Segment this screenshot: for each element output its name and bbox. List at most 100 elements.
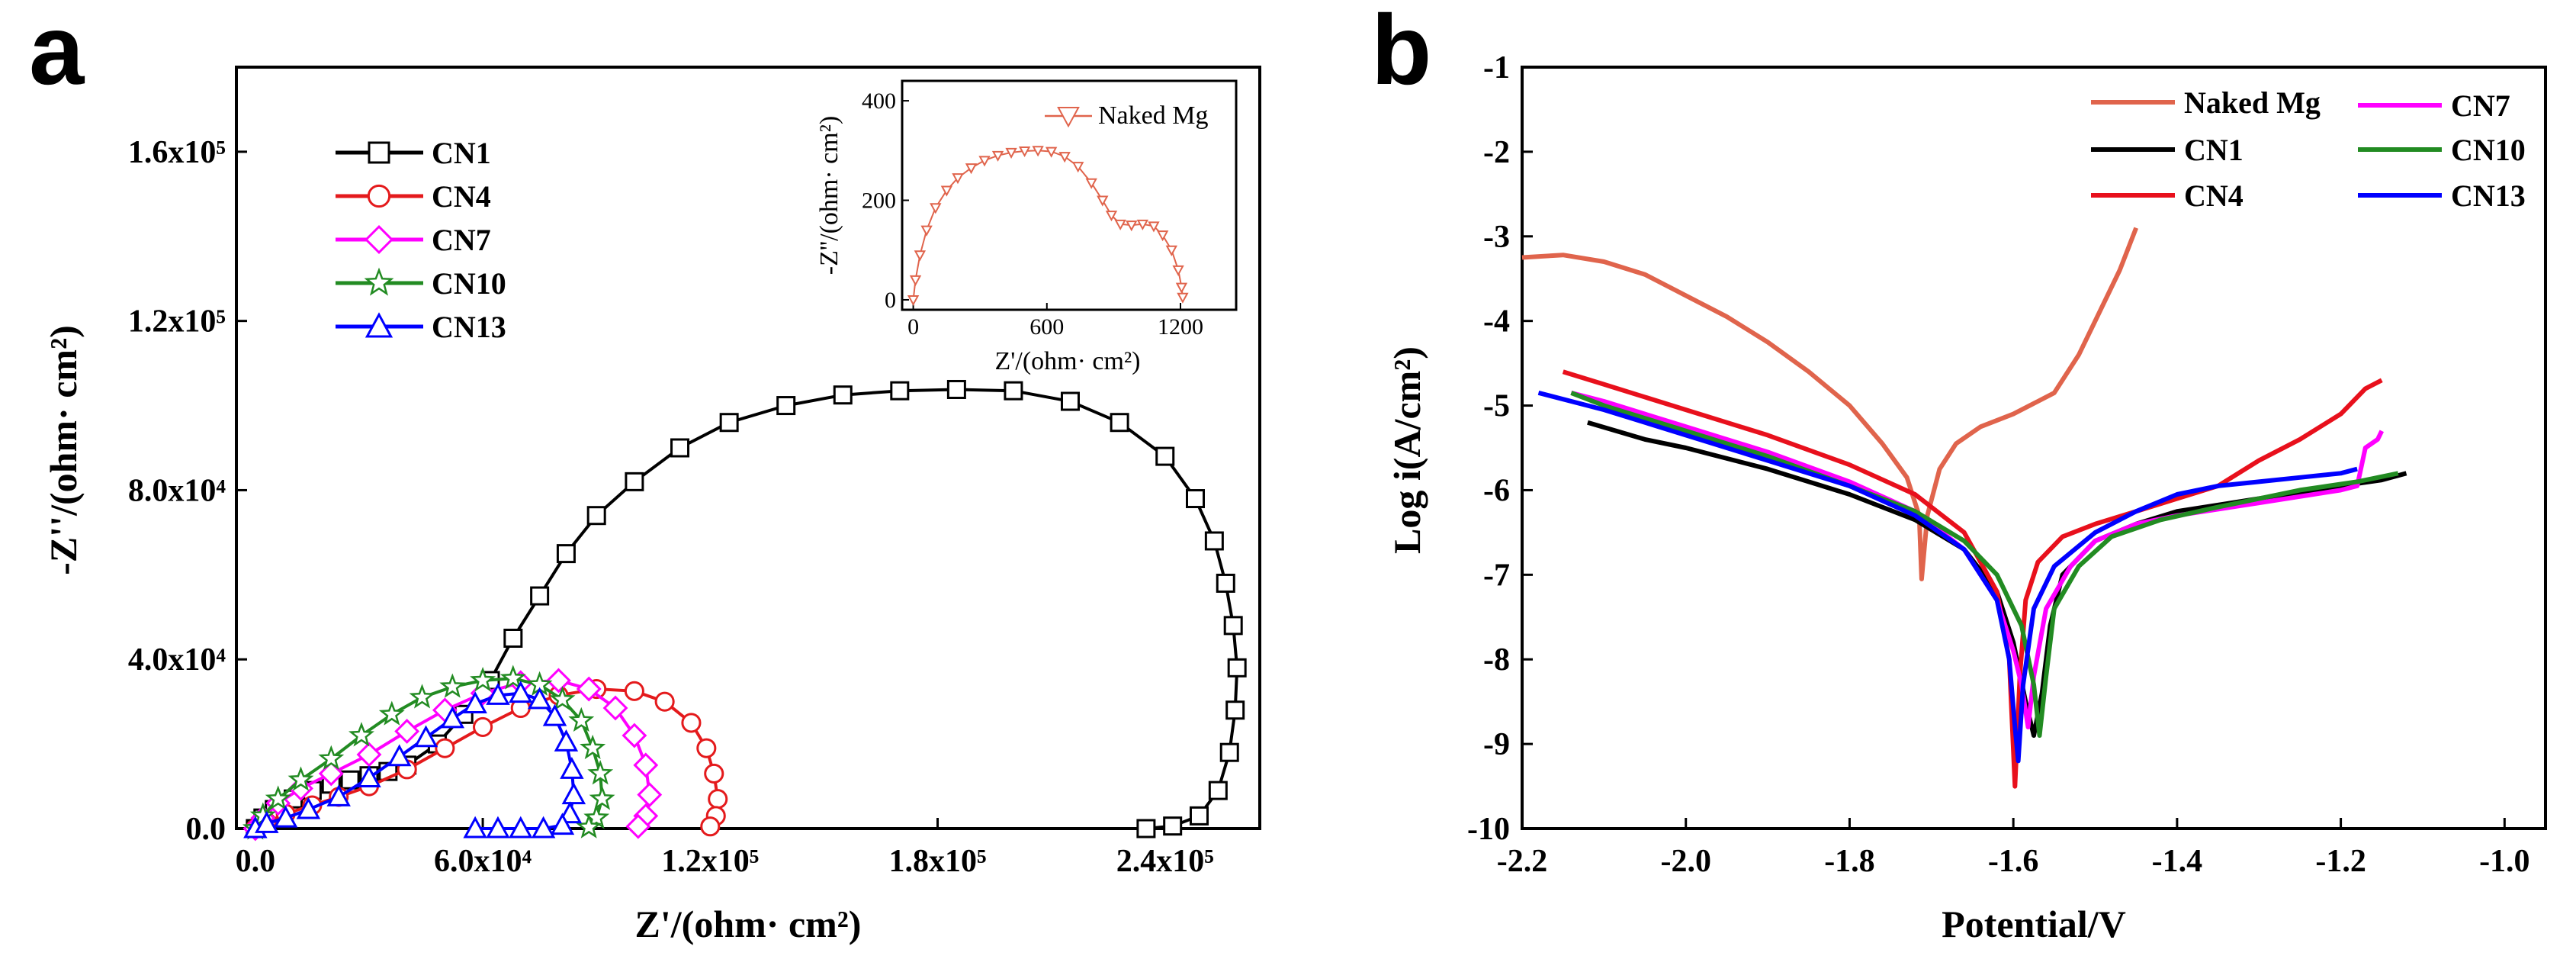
data-point-cn4 xyxy=(473,716,493,737)
data-point-cn13 xyxy=(387,744,412,767)
legend-label: CN13 xyxy=(2451,179,2526,213)
inset-xtick-label: 0 xyxy=(907,314,919,340)
inset-data-point xyxy=(1005,147,1017,159)
data-point-cn13 xyxy=(463,816,487,839)
data-point-cn10 xyxy=(409,684,435,709)
legend-item-cn13: CN13 xyxy=(336,310,506,344)
inset-data-point xyxy=(920,225,933,237)
plot-a-legend: CN1 CN4 CN7 CN10 CN13 xyxy=(336,136,506,344)
panel-label-a: a xyxy=(29,0,85,105)
data-point-cn4 xyxy=(704,763,724,784)
data-point-cn4 xyxy=(708,789,728,810)
data-point-cn10 xyxy=(470,667,496,692)
data-point-cn10 xyxy=(318,745,345,770)
inset-data-point xyxy=(952,173,964,185)
plot-b-xtick-label: -2.2 xyxy=(1497,844,1548,879)
data-point-cn1 xyxy=(1060,391,1080,411)
legend-item-cn13: CN13 xyxy=(2358,179,2526,213)
inset-data-point xyxy=(907,295,920,307)
plot-b-ytick-label: -4 xyxy=(1483,304,1510,340)
inset-legend-item: Naked Mg xyxy=(1045,101,1208,130)
inset-legend-marker xyxy=(1057,107,1080,128)
plot-a-ytick-label: 4.0x10⁴ xyxy=(128,642,226,678)
data-point-cn13 xyxy=(255,811,279,833)
plot-a-ylabel: -Z''/(ohm· cm²) xyxy=(42,325,85,575)
plot-b-ytick-label: -1 xyxy=(1483,50,1510,85)
inset-data-point xyxy=(1032,146,1044,157)
legend-item-cn1: CN1 xyxy=(336,136,491,170)
data-point-cn13 xyxy=(486,683,510,705)
legend-item-cn10: CN10 xyxy=(2358,133,2526,167)
legend-label: CN7 xyxy=(2451,89,2510,123)
data-point-cn4 xyxy=(624,681,644,701)
data-point-cn13 xyxy=(296,797,321,819)
data-point-cn10 xyxy=(265,785,291,810)
plot-b-series xyxy=(1521,227,2407,789)
legend-item-cn4: CN4 xyxy=(2091,179,2244,213)
plot-a-ticks: 0.0 6.0x10⁴ 1.2x10⁵ 1.8x10⁵ 2.4x10⁵ 0.0 4.0x10… xyxy=(128,135,1214,879)
plot-b-xtick-label: -2.0 xyxy=(1660,844,1711,879)
plot-a-frame xyxy=(235,66,1261,830)
inset-ticks: 0 600 1200 0 200 400 xyxy=(862,89,1203,340)
polarization-curve-cn13 xyxy=(1537,390,2358,764)
inset-data-point xyxy=(940,185,953,197)
data-point-cn1 xyxy=(946,379,966,399)
data-point-cn10 xyxy=(499,665,526,690)
plot-a-ytick-label: 8.0x10⁴ xyxy=(128,473,226,508)
inset-data-point xyxy=(1126,220,1138,232)
plot-b-ytick-label: -2 xyxy=(1483,135,1510,170)
inset-data-point xyxy=(1175,282,1188,294)
inset-xtick-label: 1200 xyxy=(1158,314,1203,340)
legend-label: CN10 xyxy=(432,266,506,301)
legend-marker xyxy=(364,267,394,296)
plot-a-ytick-label: 0.0 xyxy=(186,812,226,847)
inset-ytick-label: 0 xyxy=(885,288,896,313)
legend-marker xyxy=(365,312,393,338)
data-point-cn13 xyxy=(357,765,381,787)
data-point-cn7 xyxy=(576,676,602,702)
inset-data-point xyxy=(1018,146,1031,158)
data-point-cn7 xyxy=(546,668,571,694)
data-point-cn10 xyxy=(549,686,576,711)
plot-b-ytick-label: -3 xyxy=(1483,220,1510,255)
plot-b-xtick-label: -1.2 xyxy=(2315,844,2366,879)
series-naked-mg-inset xyxy=(907,146,1189,307)
legend-label: CN13 xyxy=(432,310,506,344)
polarization-curve-cn10 xyxy=(1570,391,2399,738)
data-point-cn4 xyxy=(700,816,721,837)
data-point-cn1 xyxy=(1189,806,1209,826)
data-point-cn10 xyxy=(580,734,606,760)
data-point-cn4 xyxy=(435,738,455,758)
polarization-curve-naked-mg xyxy=(1521,227,2138,581)
inset-data-point xyxy=(965,163,978,175)
inset-data-point xyxy=(991,150,1004,162)
legend-marker xyxy=(368,141,390,164)
legend-item-cn7: CN7 xyxy=(336,223,491,257)
inset-ytick-label: 200 xyxy=(862,188,896,214)
data-point-cn7 xyxy=(602,695,628,721)
plot-b-xtick-label: -1.4 xyxy=(2152,844,2203,879)
data-point-cn1 xyxy=(1227,658,1247,678)
data-point-cn4 xyxy=(696,738,717,758)
legend-label: CN4 xyxy=(2184,179,2244,213)
inset-data-point xyxy=(1058,152,1071,163)
inset-series xyxy=(907,146,1189,307)
inset-legend: Naked Mg xyxy=(1045,101,1208,130)
data-point-cn13 xyxy=(560,757,584,779)
plot-a-xtick-label: 1.2x10⁵ xyxy=(661,844,759,879)
legend-item-cn4: CN4 xyxy=(336,179,491,214)
data-point-cn13 xyxy=(326,784,351,806)
data-point-cn7 xyxy=(356,742,382,768)
inset-xlabel: Z'/(ohm· cm²) xyxy=(995,347,1141,375)
data-point-cn7 xyxy=(394,719,420,744)
plot-b-ytick-label: -9 xyxy=(1483,727,1510,762)
data-point-cn1 xyxy=(1225,700,1245,720)
legend-marker xyxy=(364,224,394,255)
data-point-cn10 xyxy=(348,722,374,747)
legend-label: CN1 xyxy=(2184,133,2244,167)
legend-item-cn7: CN7 xyxy=(2358,89,2510,123)
data-point-cn7 xyxy=(622,723,647,748)
panel-label-b: b xyxy=(1371,0,1431,105)
plot-b-ytick-label: -10 xyxy=(1467,812,1510,847)
